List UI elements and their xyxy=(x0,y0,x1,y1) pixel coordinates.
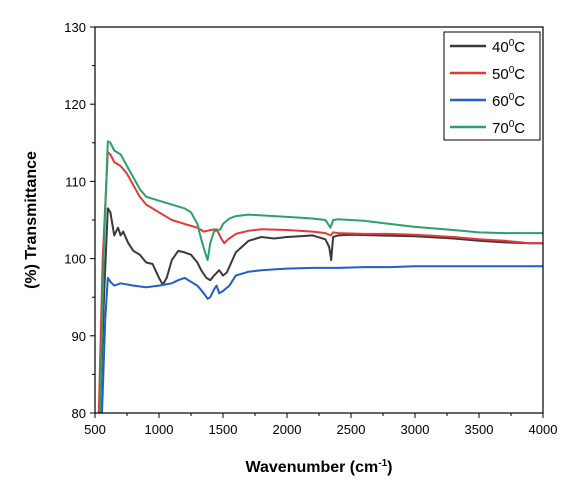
x-tick-label: 1000 xyxy=(145,422,174,437)
plot-lines xyxy=(97,140,543,414)
x-tick-label: 500 xyxy=(84,422,106,437)
legend: 400C 500C 600C 700C xyxy=(443,31,541,141)
y-axis-title: (%) Transmittance xyxy=(23,151,40,289)
y-axis-ticks: 80 90 100 110 120 130 xyxy=(64,20,95,421)
y-tick-label: 90 xyxy=(72,329,86,344)
legend-label: 400C xyxy=(492,38,525,56)
x-tick-label: 2500 xyxy=(337,422,366,437)
x-axis-title: Wavenumber (cm-1) xyxy=(245,458,392,476)
x-tick-label: 2000 xyxy=(273,422,302,437)
legend-box xyxy=(443,31,541,141)
series-line-70C xyxy=(99,140,543,414)
y-tick-label: 120 xyxy=(64,97,86,112)
legend-label: 500C xyxy=(492,65,525,83)
y-tick-label: 130 xyxy=(64,20,86,35)
y-tick-label: 80 xyxy=(72,406,86,421)
x-tick-label: 1500 xyxy=(209,422,238,437)
x-axis-ticks: 500 1000 1500 2000 2500 3000 3500 4000 xyxy=(84,413,557,437)
legend-label: 600C xyxy=(492,92,525,110)
y-tick-label: 100 xyxy=(64,252,86,267)
series-line-50C xyxy=(97,151,543,414)
x-tick-label: 3000 xyxy=(401,422,430,437)
x-axis-title-main: Wavenumber (cm xyxy=(245,459,378,476)
x-axis-title-end: ) xyxy=(387,459,392,476)
x-tick-label: 4000 xyxy=(529,422,558,437)
y-tick-label: 110 xyxy=(65,174,86,189)
series-line-40C xyxy=(99,207,543,414)
x-axis-title-sup: -1 xyxy=(378,458,387,469)
series-line-60C xyxy=(101,265,543,414)
legend-label: 700C xyxy=(492,119,525,137)
x-tick-label: 3500 xyxy=(465,422,494,437)
